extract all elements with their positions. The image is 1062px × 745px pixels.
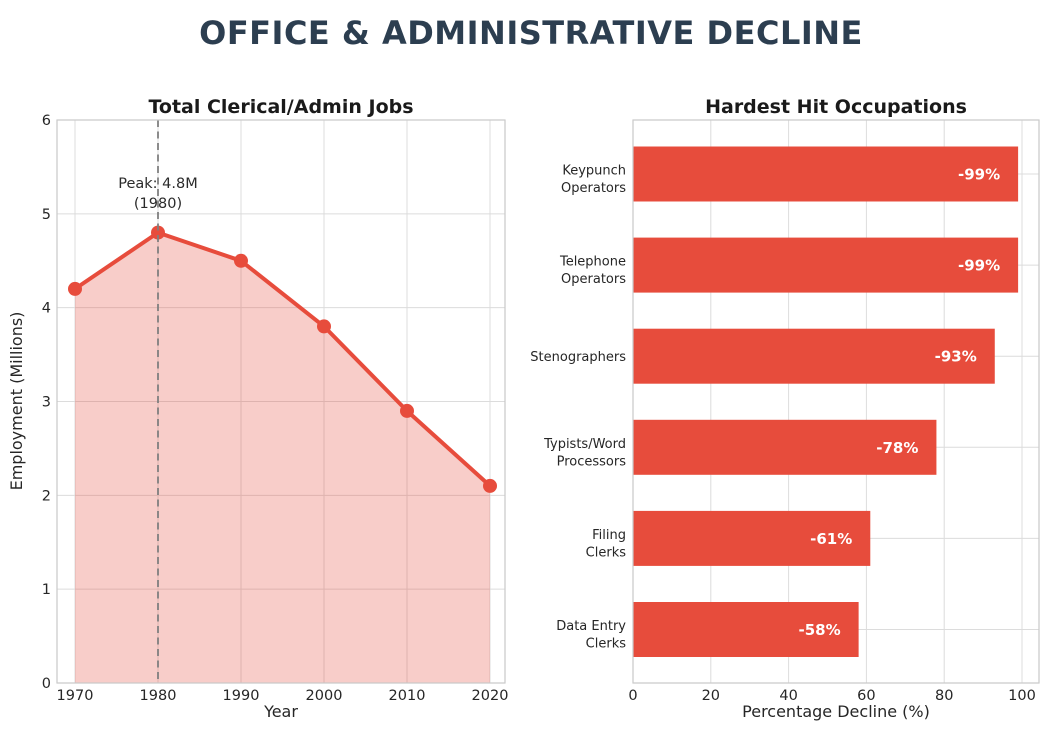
bar-value-label: -58% xyxy=(798,621,840,639)
bar-value-label: -99% xyxy=(958,166,1000,184)
bar-stenographers xyxy=(633,328,995,384)
x-tick-label: 1990 xyxy=(223,688,260,704)
y-tick-label: 5 xyxy=(42,207,51,223)
data-point-2000 xyxy=(317,319,331,334)
category-label: Stenographers xyxy=(530,350,626,365)
x-tick-label: 1980 xyxy=(140,688,177,704)
main-title: OFFICE & ADMINISTRATIVE DECLINE xyxy=(199,14,863,52)
x-axis-label: Percentage Decline (%) xyxy=(742,702,930,721)
plot-border xyxy=(56,119,506,684)
category-label-line2: Operators xyxy=(561,272,626,287)
x-tick-label: 1970 xyxy=(57,688,94,704)
bar-keypunch-operators xyxy=(633,146,1019,202)
peak-annotation-line2: (1980) xyxy=(134,196,182,212)
peak-annotation-line1: Peak: 4.8M xyxy=(118,176,198,192)
bar-typistsword-processors xyxy=(633,419,937,475)
plot-border xyxy=(632,119,1040,684)
y-tick-label: 0 xyxy=(42,676,51,692)
bar-value-label: -99% xyxy=(958,257,1000,275)
category-label-line1: Typists/Word xyxy=(543,437,626,452)
x-axis-label: Year xyxy=(263,702,298,721)
bar-dataentry-clerks xyxy=(633,602,859,657)
category-label-line1: Data Entry xyxy=(556,619,626,634)
data-point-2010 xyxy=(400,403,414,418)
category-label-line2: Clerks xyxy=(586,545,627,560)
x-tick-label: 40 xyxy=(779,688,797,704)
bar-filing-clerks xyxy=(633,510,871,566)
y-tick-label: 6 xyxy=(42,113,51,129)
x-tick-label: 2020 xyxy=(472,688,509,704)
y-tick-label: 1 xyxy=(42,582,51,598)
x-tick-label: 80 xyxy=(935,688,953,704)
x-tick-label: 2000 xyxy=(306,688,343,704)
data-point-1970 xyxy=(68,281,82,296)
y-tick-label: 4 xyxy=(42,301,51,317)
data-point-1980 xyxy=(151,225,165,240)
category-label-line1: Telephone xyxy=(559,255,626,270)
bar-value-label: -93% xyxy=(935,348,977,366)
x-tick-label: 0 xyxy=(628,688,637,704)
data-point-2020 xyxy=(483,478,497,493)
right-chart-title: Hardest Hit Occupations xyxy=(705,96,967,118)
category-label-line2: Clerks xyxy=(586,637,627,652)
category-label-line1: Filing xyxy=(592,528,626,543)
area-fill xyxy=(75,232,490,683)
x-tick-label: 60 xyxy=(857,688,875,704)
employment-line xyxy=(73,230,492,488)
x-tick-label: 100 xyxy=(1008,688,1036,704)
left-chart-title: Total Clerical/Admin Jobs xyxy=(148,96,413,118)
data-point-1990 xyxy=(234,253,248,268)
x-tick-label: 20 xyxy=(702,688,720,704)
category-label-line2: Processors xyxy=(557,454,627,469)
y-tick-label: 3 xyxy=(42,395,51,411)
bar-value-label: -78% xyxy=(876,439,918,457)
category-label-line1: Keypunch xyxy=(562,164,626,179)
category-label-line2: Operators xyxy=(561,181,626,196)
y-axis-label: Employment (Millions) xyxy=(7,312,26,491)
bar-value-label: -61% xyxy=(810,530,852,548)
bar-telephone-operators xyxy=(633,237,1019,293)
x-tick-label: 2010 xyxy=(389,688,426,704)
y-tick-label: 2 xyxy=(42,488,51,504)
